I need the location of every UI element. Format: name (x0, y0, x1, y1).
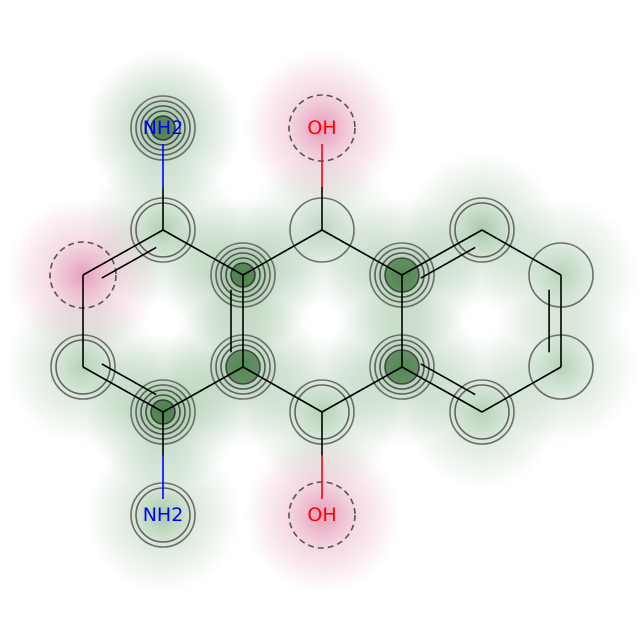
atom-label-n1: NH2 (143, 117, 184, 139)
bond-inner-c9-c11 (447, 246, 476, 264)
bond-c13-c14 (481, 388, 522, 413)
bond-layer (82, 144, 562, 499)
bond-c14-c10 (441, 388, 483, 413)
bond-c4-c5 (202, 366, 244, 391)
positive-contour-c14 (449, 379, 515, 445)
atom-label-o2: OH (307, 504, 336, 526)
positive-contour-c11 (454, 202, 510, 258)
atom-label-n2: NH2 (143, 504, 184, 526)
atom-label-o1: OH (307, 117, 336, 139)
bond-c4-c5 (162, 388, 204, 413)
bond-c10-c8 (361, 366, 403, 391)
bond-c8-c5 (282, 388, 323, 413)
atom-halo-o2 (244, 437, 400, 593)
bond-inner-c3-c4 (128, 378, 157, 396)
bond-c1-c2 (122, 229, 164, 254)
bond-c7-c9 (321, 229, 363, 254)
bond-c3-c4 (82, 366, 124, 391)
bond-c9-c11 (401, 251, 443, 276)
bond-c6-c1 (162, 229, 204, 254)
bond-c6-c7 (282, 229, 323, 254)
bond-c8-c5 (242, 366, 283, 391)
bond-c6-c1 (202, 251, 244, 276)
positive-contour-n1 (150, 115, 176, 141)
atom-label-layer: NH2 NH2 OH OH (143, 117, 337, 526)
bond-c3-c4 (122, 388, 164, 413)
bond-inner-c3-c4 (101, 363, 130, 380)
positive-contour-c14 (454, 384, 510, 440)
bond-inner-c14-c10 (420, 363, 449, 380)
bond-inner-c1-c2 (101, 262, 130, 279)
bond-inner-c9-c11 (420, 262, 449, 279)
bond-c10-c8 (321, 388, 363, 413)
bond-c13-c14 (521, 366, 562, 391)
atom-halo-n2 (85, 437, 241, 593)
bond-c9-c11 (441, 229, 483, 254)
bond-inner-c1-c2 (128, 246, 157, 264)
atom-halo-o1 (244, 50, 400, 206)
bond-c7-c9 (361, 251, 403, 276)
bond-c1-c2 (82, 251, 124, 276)
bond-inner-c14-c10 (447, 378, 476, 396)
bond-c11-c12 (521, 251, 562, 276)
bond-c6-c7 (242, 251, 283, 276)
bond-c11-c12 (481, 229, 522, 254)
bond-c14-c10 (401, 366, 443, 391)
positive-contour-c11 (449, 197, 515, 263)
